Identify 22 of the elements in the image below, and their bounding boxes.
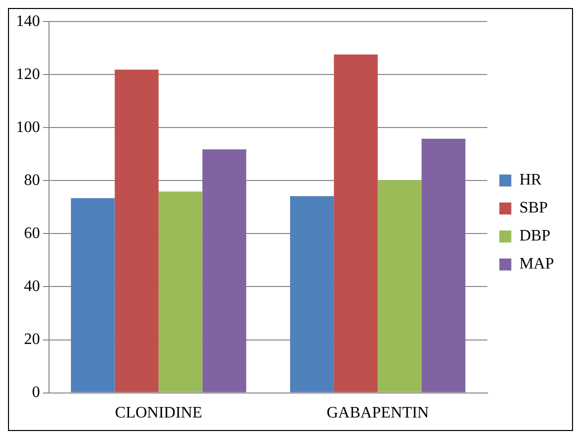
y-tick-label: 80 [24, 172, 40, 189]
bar [334, 54, 378, 392]
legend-label: MAP [519, 256, 554, 273]
bar [70, 198, 115, 392]
bar [202, 149, 246, 392]
bar [422, 138, 466, 392]
legend-label: SBP [519, 200, 548, 217]
bar [114, 70, 159, 392]
y-tick-label: 0 [32, 384, 40, 402]
y-tick-label: 120 [16, 66, 40, 83]
y-tick-label: 60 [24, 224, 40, 242]
y-tick-label: 100 [16, 118, 40, 136]
bar [290, 196, 334, 392]
y-tick-label: 20 [24, 330, 40, 348]
y-tick-label: 40 [24, 278, 40, 295]
bar [378, 180, 422, 392]
y-tick-label: 140 [16, 12, 40, 30]
x-tick-label: CLONIDINE [115, 404, 202, 422]
x-tick-label: GABAPENTIN [326, 404, 430, 422]
bar [158, 192, 202, 392]
legend-label: DBP [519, 228, 551, 245]
legend-label: HR [519, 172, 542, 189]
